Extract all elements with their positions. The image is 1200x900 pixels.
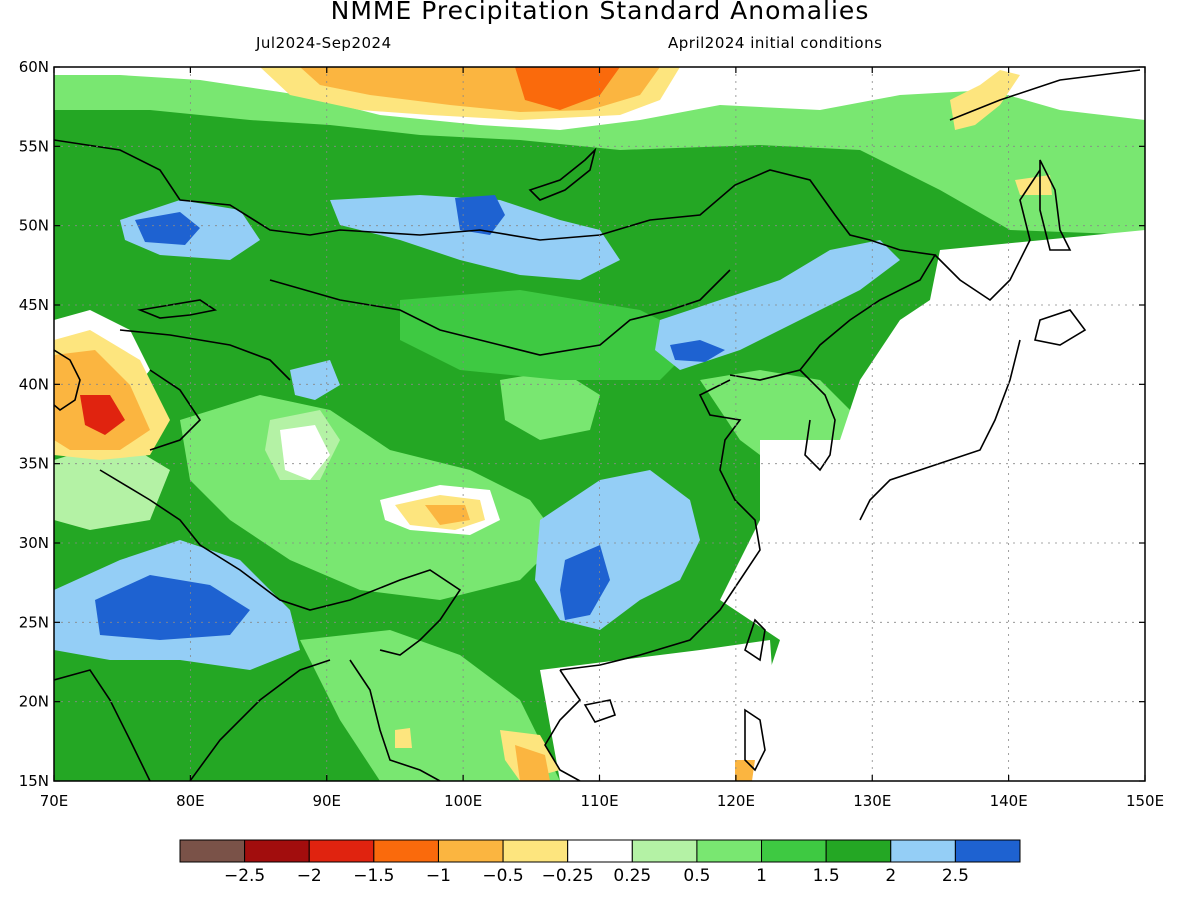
- anomaly-yellow-sakhalin: [1015, 175, 1052, 195]
- sakhalin: [1039, 159, 1072, 251]
- korea-coast: [799, 369, 836, 472]
- lat-label: 60N: [19, 58, 49, 76]
- japan-honshu: [859, 339, 1021, 521]
- anomaly-dark-blue-baikal: [455, 195, 505, 235]
- map-area: [54, 67, 1145, 781]
- himalaya-border: [99, 469, 462, 656]
- lon-label: 120E: [717, 792, 755, 810]
- anomaly-blue-manchuria: [655, 240, 900, 370]
- anomaly-yellow-northeast: [950, 70, 1020, 130]
- colorbar-label: 2.5: [942, 866, 969, 886]
- map-gridlines: [54, 67, 1145, 781]
- anomaly-orange-philippines: [735, 760, 755, 781]
- colorbar-label: −0.25: [542, 866, 594, 886]
- bay-of-bengal-coast: [349, 659, 441, 781]
- philippines-luzon: [744, 708, 766, 772]
- forecast-period: Jul2024-Sep2024: [256, 34, 392, 52]
- lon-label: 100E: [444, 792, 482, 810]
- lon-label: 140E: [990, 792, 1028, 810]
- colorbar-label: −1.5: [353, 866, 394, 886]
- lat-label: 25N: [19, 613, 49, 631]
- lat-label: 15N: [19, 772, 49, 790]
- lon-label: 130E: [853, 792, 891, 810]
- anomaly-neutral-east-sea: [720, 230, 1145, 781]
- anomaly-orange-indochina: [515, 745, 550, 781]
- colorbar-label: −1: [426, 866, 451, 886]
- china-coast: [559, 379, 761, 671]
- taiwan: [744, 618, 766, 662]
- colorbar-swatch: [631, 839, 698, 863]
- caspian-aral: [54, 349, 81, 411]
- colorbar-swatch: [696, 839, 763, 863]
- lon-label: 70E: [40, 792, 69, 810]
- lat-label: 40N: [19, 375, 49, 393]
- lon-label: 80E: [176, 792, 205, 810]
- india-coast: [54, 659, 331, 781]
- indochina-coast: [544, 669, 582, 781]
- colorbar-swatch: [954, 839, 1021, 863]
- central-asia-borders: [119, 329, 291, 451]
- axis-ticks: 15N 20N 25N 30N 35N 40N 45N 50N 55N 60N 70E 80E 90E 1…: [19, 58, 1164, 810]
- colorbar-swatch: [373, 839, 439, 863]
- colorbar-swatch: [825, 839, 892, 863]
- colorbar-label: −0.5: [482, 866, 523, 886]
- anomaly-dark-blue-kazakhstan: [135, 212, 200, 245]
- balkhash: [137, 299, 218, 319]
- anomaly-neutral-tibet: [280, 425, 330, 480]
- anomaly-yellow-bay-of-bengal: [395, 728, 412, 748]
- colorbar-label: 1: [756, 866, 767, 886]
- anomaly-blue-mongolia: [330, 195, 620, 280]
- anomaly-dark-blue-manchuria: [670, 340, 725, 362]
- coastlines-borders: [54, 69, 1141, 781]
- colorbar-label: 1.5: [813, 866, 840, 886]
- anomaly-blue-tibet-east: [290, 360, 340, 400]
- japan-hokkaido: [1034, 309, 1087, 346]
- initial-conditions: April2024 initial conditions: [668, 34, 883, 52]
- anomaly-red-orange-siberia: [515, 67, 620, 110]
- anomaly-light-green-southwest: [300, 630, 560, 781]
- colorbar: −2.5 −2 −1.5 −1 −0.5 −0.25 0.25 0.5 1 1.5 2 2.5: [179, 839, 1021, 886]
- lat-label: 50N: [19, 217, 49, 235]
- anomaly-light-green-central: [500, 370, 600, 440]
- anomaly-dark-green-mongolia: [400, 290, 700, 380]
- anomaly-orange-tibet: [425, 505, 470, 525]
- lat-label: 45N: [19, 296, 49, 314]
- colorbar-label: 0.5: [683, 866, 710, 886]
- anomaly-neutral-southeast: [540, 640, 780, 781]
- colorbar-swatch: [437, 839, 504, 863]
- lon-label: 150E: [1126, 792, 1164, 810]
- colorbar-swatch: [890, 839, 956, 863]
- anomaly-pale-green-west: [54, 440, 170, 530]
- lon-label: 90E: [312, 792, 341, 810]
- lat-label: 20N: [19, 693, 49, 711]
- colorbar-swatch: [244, 839, 310, 863]
- russia-far-east-coast: [934, 69, 1141, 302]
- anomaly-dark-blue-india: [95, 575, 250, 640]
- lat-label: 55N: [19, 137, 49, 155]
- china-north-border: [54, 139, 937, 381]
- mongolia-south-border: [269, 269, 731, 356]
- baikal: [528, 147, 597, 201]
- anomaly-red-kazakhstan-west: [80, 395, 125, 435]
- colorbar-label: −2: [297, 866, 322, 886]
- colorbar-swatch: [308, 839, 375, 863]
- lat-label: 30N: [19, 534, 49, 552]
- colorbar-swatch: [502, 839, 569, 863]
- map-title: NMME Precipitation Standard Anomalies: [330, 0, 870, 25]
- lat-label: 35N: [19, 455, 49, 473]
- colorbar-swatch: [179, 839, 246, 863]
- colorbar-label: −2.5: [224, 866, 265, 886]
- colorbar-swatch: [567, 839, 633, 863]
- lon-label: 110E: [580, 792, 618, 810]
- colorbar-label: 2: [885, 866, 896, 886]
- colorbar-swatch: [761, 839, 827, 863]
- anomaly-dark-blue-south-china: [560, 545, 610, 620]
- colorbar-label: 0.25: [613, 866, 651, 886]
